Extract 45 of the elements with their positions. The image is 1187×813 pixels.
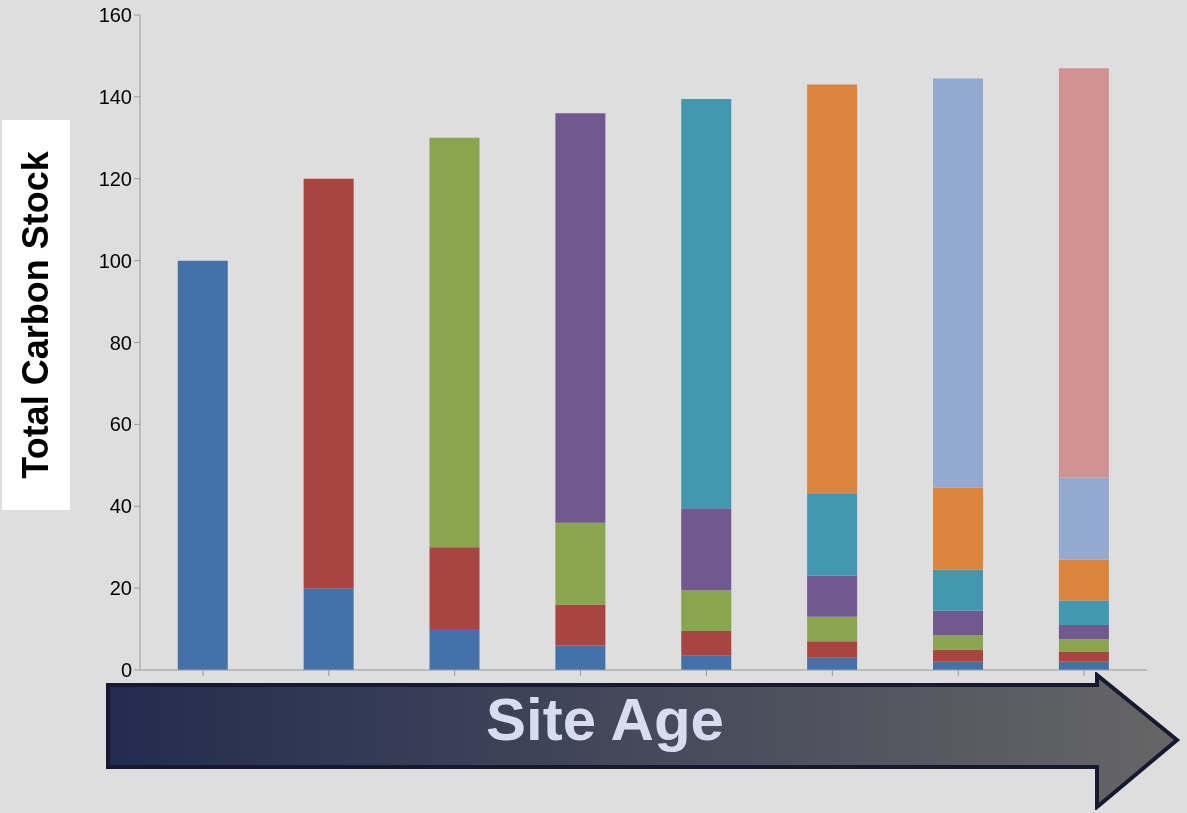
bar (1058, 624, 1109, 640)
bar (807, 493, 858, 576)
bar (303, 588, 354, 670)
bar (429, 137, 480, 548)
bar (681, 590, 732, 632)
bar (933, 78, 984, 488)
bar (807, 657, 858, 670)
bar (303, 178, 354, 589)
y-axis-title: Total Carbon Stock (15, 151, 57, 479)
bar (1058, 68, 1109, 478)
bar (681, 508, 732, 591)
y-tick-label: 0 (120, 659, 132, 682)
bar (1058, 600, 1109, 625)
bar (933, 635, 984, 650)
x-axis-title: Site Age (485, 685, 725, 754)
bar (1058, 477, 1109, 560)
y-tick-label: 60 (109, 413, 132, 436)
y-tick-label: 100 (98, 249, 132, 272)
y-tick-label: 140 (98, 85, 132, 108)
bar (429, 547, 480, 630)
bar (933, 569, 984, 611)
bar (555, 113, 606, 523)
bar (681, 631, 732, 656)
bar (1058, 639, 1109, 652)
bar (933, 649, 984, 662)
y-tick-label: 120 (98, 167, 132, 190)
bar (429, 629, 480, 670)
bar (807, 616, 858, 642)
bar (555, 522, 606, 605)
bar (1058, 651, 1109, 662)
bar (933, 610, 984, 636)
bar (807, 84, 858, 494)
bar (681, 98, 732, 509)
y-tick-label: 40 (109, 495, 132, 518)
y-tick-label: 80 (109, 331, 132, 354)
bar (177, 260, 228, 670)
bar (555, 604, 606, 646)
bar (1058, 559, 1109, 601)
bar (681, 655, 732, 670)
bar (807, 575, 858, 617)
bar (807, 641, 858, 658)
bar (555, 645, 606, 670)
y-tick-label: 160 (98, 4, 132, 27)
bar (933, 487, 984, 570)
y-tick-label: 20 (109, 577, 132, 600)
